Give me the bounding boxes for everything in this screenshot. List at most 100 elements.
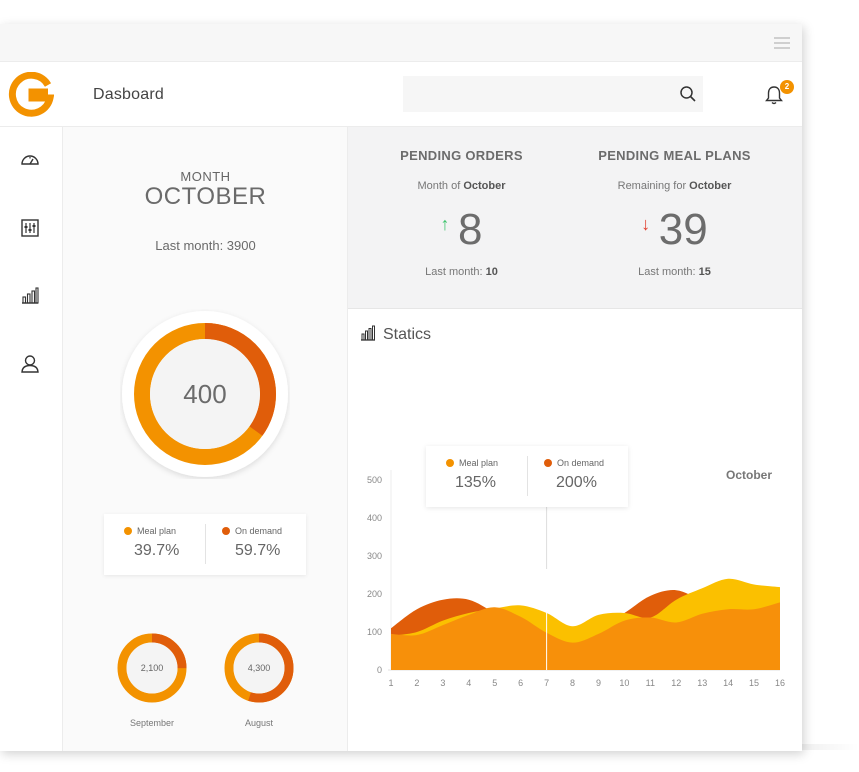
september-value: 2,100 bbox=[140, 663, 164, 673]
pending-meal-plans-sub-prefix: Remaining for bbox=[617, 180, 687, 192]
page-title: Dasboard bbox=[93, 86, 164, 103]
september-dark-arc bbox=[117, 633, 187, 703]
hamburger-menu-icon[interactable] bbox=[774, 37, 790, 49]
meal-plan-label: Meal plan bbox=[137, 526, 177, 536]
september-donut bbox=[117, 633, 187, 703]
on-demand-value: 59.7% bbox=[235, 542, 281, 559]
y-tick-label: 500 bbox=[367, 475, 382, 485]
meal-plan-dot bbox=[446, 459, 454, 467]
pending-orders-title: PENDING ORDERS bbox=[400, 148, 523, 163]
legend-meal-plan: Meal plan 39.7% bbox=[124, 526, 224, 560]
x-tick-label: 3 bbox=[440, 678, 445, 688]
pending-orders-sub-prefix: Month of bbox=[417, 180, 461, 192]
legend-divider bbox=[205, 524, 206, 564]
pending-orders-value: 8 bbox=[457, 205, 483, 254]
pending-meal-plans-sub-month: October bbox=[689, 180, 732, 192]
equalizer-icon[interactable] bbox=[19, 217, 41, 239]
month-label: MONTH bbox=[180, 169, 231, 184]
window-titlebar bbox=[0, 24, 802, 62]
tooltip-meal-plan-label: Meal plan bbox=[459, 458, 499, 468]
x-tick-label: 7 bbox=[544, 678, 549, 688]
y-tick-label: 400 bbox=[367, 513, 382, 523]
search-icon[interactable] bbox=[679, 85, 697, 103]
donut-on-demand-arc bbox=[134, 323, 276, 465]
pending-orders-last-month: Last month: 10 bbox=[348, 266, 575, 278]
month-summary-panel: MONTH OCTOBER Last month: 3900 400 Meal … bbox=[63, 127, 348, 751]
pending-meal-plans-value: 39 bbox=[658, 205, 708, 254]
x-tick-label: 5 bbox=[492, 678, 497, 688]
august-value: 4,300 bbox=[247, 663, 271, 673]
bar-chart-icon bbox=[361, 325, 375, 341]
meal-plan-dot bbox=[124, 527, 132, 535]
on-demand-dot bbox=[544, 459, 552, 467]
x-tick-label: 4 bbox=[466, 678, 471, 688]
bell-icon[interactable] bbox=[764, 84, 784, 106]
august-label: August bbox=[244, 718, 274, 728]
logo[interactable] bbox=[8, 72, 54, 118]
legend-on-demand: On demand 59.7% bbox=[222, 526, 322, 560]
y-tick-label: 300 bbox=[367, 551, 382, 561]
bar-chart-icon[interactable] bbox=[19, 285, 41, 307]
tooltip-on-demand-value: 200% bbox=[556, 474, 597, 491]
order-type-legend: Meal plan 39.7% On demand 59.7% bbox=[104, 514, 306, 575]
pending-stats-panel: PENDING ORDERS Month of October ↑ 8 Last… bbox=[348, 127, 802, 309]
x-tick-label: 12 bbox=[671, 678, 681, 688]
chart-tooltip: Meal plan 135% On demand 200% bbox=[426, 446, 628, 507]
y-tick-label: 0 bbox=[377, 665, 382, 675]
pending-meal-plans-title: PENDING MEAL PLANS bbox=[598, 148, 751, 163]
total-orders-donut bbox=[122, 311, 288, 477]
speedometer-icon[interactable] bbox=[19, 149, 41, 171]
x-tick-label: 2 bbox=[414, 678, 419, 688]
x-tick-label: 1 bbox=[388, 678, 393, 688]
sidebar bbox=[0, 127, 63, 751]
pending-meal-plans-last-prefix: Last month: bbox=[638, 266, 696, 278]
search-bar[interactable] bbox=[403, 76, 703, 112]
pending-meal-plans-last-value: 15 bbox=[698, 266, 711, 278]
arrow-down-icon: ↓ bbox=[641, 213, 651, 234]
chart-month-label: October bbox=[726, 468, 773, 482]
pending-orders-subtitle: Month of October bbox=[348, 180, 575, 192]
arrow-up-icon: ↑ bbox=[440, 213, 450, 234]
pending-orders-last-prefix: Last month: bbox=[425, 266, 483, 278]
pending-orders-card: PENDING ORDERS Month of October ↑ 8 Last… bbox=[348, 127, 575, 309]
area-series-1 bbox=[391, 602, 780, 670]
september-label: September bbox=[129, 718, 175, 728]
user-icon[interactable] bbox=[19, 353, 41, 375]
x-tick-label: 16 bbox=[775, 678, 785, 688]
x-tick-label: 10 bbox=[619, 678, 629, 688]
statics-title: Statics bbox=[383, 326, 432, 343]
x-tick-label: 9 bbox=[596, 678, 601, 688]
pending-orders-last-value: 10 bbox=[485, 266, 498, 278]
window-shadow bbox=[802, 744, 859, 750]
on-demand-label: On demand bbox=[235, 526, 283, 536]
tooltip-meal-plan-value: 135% bbox=[455, 474, 496, 491]
month-name: OCTOBER bbox=[144, 183, 267, 210]
pending-orders-sub-month: October bbox=[463, 180, 506, 192]
app-window: Dasboard 2 bbox=[0, 24, 802, 751]
tooltip-meal-plan: Meal plan 135% bbox=[446, 458, 546, 492]
x-tick-label: 15 bbox=[749, 678, 759, 688]
x-tick-label: 11 bbox=[646, 678, 655, 688]
total-orders-value: 400 bbox=[183, 379, 227, 409]
statics-panel: Statics 0 100 200 300 400 500 1 2 3 4 5 6 7 8 9 10 11 12 1… bbox=[348, 309, 802, 751]
top-header: Dasboard 2 bbox=[0, 62, 802, 127]
august-dark-arc bbox=[224, 633, 294, 703]
x-tick-label: 8 bbox=[570, 678, 575, 688]
on-demand-dot bbox=[222, 527, 230, 535]
tooltip-divider bbox=[527, 456, 528, 496]
x-tick-label: 13 bbox=[697, 678, 707, 688]
last-month-total: Last month: 3900 bbox=[155, 238, 256, 253]
y-tick-label: 200 bbox=[367, 589, 382, 599]
x-tick-label: 6 bbox=[518, 678, 523, 688]
meal-plan-value: 39.7% bbox=[134, 542, 180, 559]
pending-meal-plans-last-month: Last month: 15 bbox=[561, 266, 788, 278]
pending-meal-plans-subtitle: Remaining for October bbox=[561, 180, 788, 192]
tooltip-on-demand-label: On demand bbox=[557, 458, 605, 468]
x-tick-label: 14 bbox=[723, 678, 733, 688]
y-tick-label: 100 bbox=[367, 627, 382, 637]
pending-meal-plans-card: PENDING MEAL PLANS Remaining for October… bbox=[561, 127, 788, 309]
tooltip-on-demand: On demand 200% bbox=[544, 458, 644, 492]
august-donut bbox=[224, 633, 294, 703]
notification-badge: 2 bbox=[780, 80, 794, 94]
